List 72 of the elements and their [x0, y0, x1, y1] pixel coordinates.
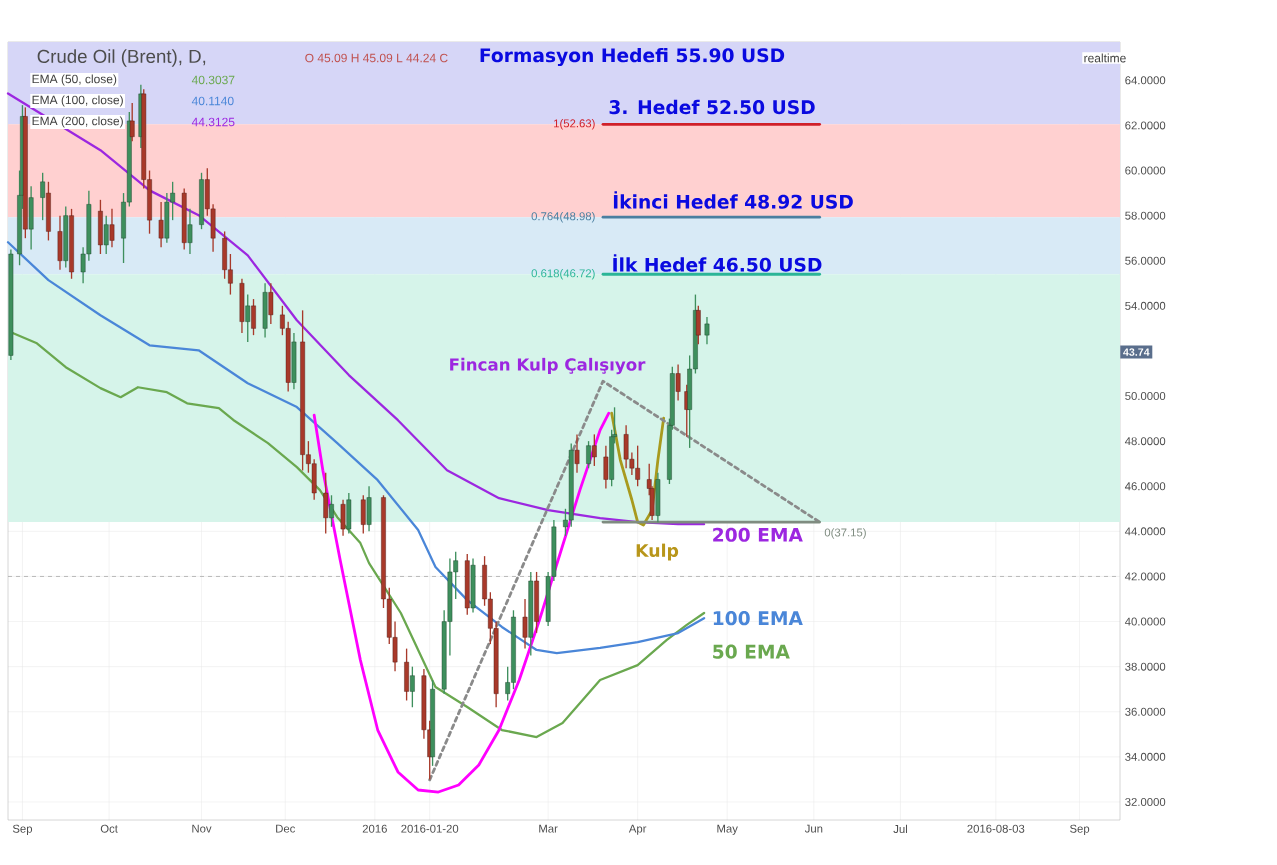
chart-title: Crude Oil (Brent), D, — [37, 49, 206, 67]
x-tick-label: Sep — [1070, 824, 1090, 835]
x-tick-label: Mar — [539, 824, 558, 833]
candlestick — [40, 172, 46, 221]
y-tick-label: 62.0000 — [1125, 121, 1166, 130]
annotation: Fincan Kulp Çalışıyor — [450, 357, 646, 375]
x-tick-label: Oct — [100, 824, 118, 833]
annotation: 44.3125 — [191, 117, 235, 127]
candlestick — [675, 363, 681, 402]
candlestick — [522, 598, 528, 650]
text: O 45.09 H 45.09 L 44.24 C — [305, 53, 448, 63]
x-tick-label: Jul — [893, 824, 907, 834]
candlestick — [158, 201, 164, 248]
series-label: 200 EMA — [713, 527, 803, 542]
y-tick-label: 46.0000 — [1124, 482, 1166, 491]
y-tick-label: 64.0000 — [1125, 76, 1166, 85]
x-tick-label: Sep — [12, 824, 33, 835]
x-tick-label: 2016-01-20 — [401, 824, 459, 833]
y-tick-label: 54.0000 — [1125, 301, 1166, 310]
annotation: 43.74 — [1123, 348, 1150, 356]
annotation: 1(52.63) — [554, 119, 595, 130]
x-tick-label: Nov — [192, 824, 212, 833]
annotation: EMA (100, close) — [32, 95, 123, 107]
candlestick — [591, 433, 597, 467]
annotation: Formasyon Hedefi 55.90 USD — [480, 47, 785, 67]
candlestick — [410, 665, 415, 708]
candlestick — [129, 102, 135, 142]
annotation: 40.3037 — [191, 75, 235, 85]
candlestick — [329, 494, 334, 528]
series-label: 50 EMA — [713, 644, 790, 659]
candlestick — [574, 433, 580, 474]
line-series — [312, 411, 611, 794]
annotation: 40.1140 — [191, 96, 234, 106]
y-tick-label: 32.0000 — [1125, 797, 1166, 806]
x-tick-label: 2016 — [362, 824, 387, 833]
candlestick — [586, 440, 591, 469]
x-tick-label: May — [717, 824, 738, 835]
candlestick — [704, 316, 710, 345]
candlestick — [109, 208, 115, 248]
annotation: 0(37.15) — [824, 528, 866, 539]
y-tick-label: 34.0000 — [1125, 752, 1166, 761]
candlestick — [268, 282, 274, 325]
annotation: 3. Hedef 52.50 USD — [609, 99, 815, 115]
y-tick-label: 36.0000 — [1125, 707, 1166, 716]
y-tick-label: 48.0000 — [1124, 437, 1166, 446]
annotation: İkinci Hedef 48.92 USD — [613, 191, 853, 209]
x-tick-label: 2016-08-03 — [967, 824, 1025, 833]
annotation: 0.618(46.72) — [531, 268, 595, 280]
line-series — [6, 241, 706, 655]
y-tick-label: 60.0000 — [1125, 166, 1166, 175]
annotation: EMA (50, close) — [32, 74, 117, 86]
x-tick-label: Apr — [628, 824, 647, 835]
y-tick-label: 50.0000 — [1125, 392, 1166, 401]
annotation: Kulp — [636, 543, 679, 561]
x-tick-label: Jun — [804, 824, 823, 833]
candlestick — [103, 214, 109, 255]
x-tick-label: Dec — [276, 824, 296, 833]
y-tick-label: 42.0000 — [1124, 572, 1166, 581]
candlestick — [251, 298, 256, 336]
annotation: İlk Hedef 46.50 USD — [613, 254, 822, 272]
y-tick-label: 58.0000 — [1125, 211, 1166, 220]
candlestick — [245, 293, 251, 343]
candlestick — [187, 208, 193, 255]
y-tick-label: 44.0000 — [1124, 527, 1166, 536]
series-label: 100 EMA — [713, 611, 803, 626]
y-tick-label: 40.0000 — [1124, 617, 1166, 626]
y-tick-label: 56.0000 — [1125, 256, 1166, 265]
candlestick — [603, 444, 609, 490]
annotation: 0.764(48.98) — [531, 211, 595, 223]
annotation: realtime — [1084, 53, 1126, 63]
annotation: EMA (200, close) — [32, 116, 123, 128]
y-tick-label: 38.0000 — [1125, 662, 1166, 671]
